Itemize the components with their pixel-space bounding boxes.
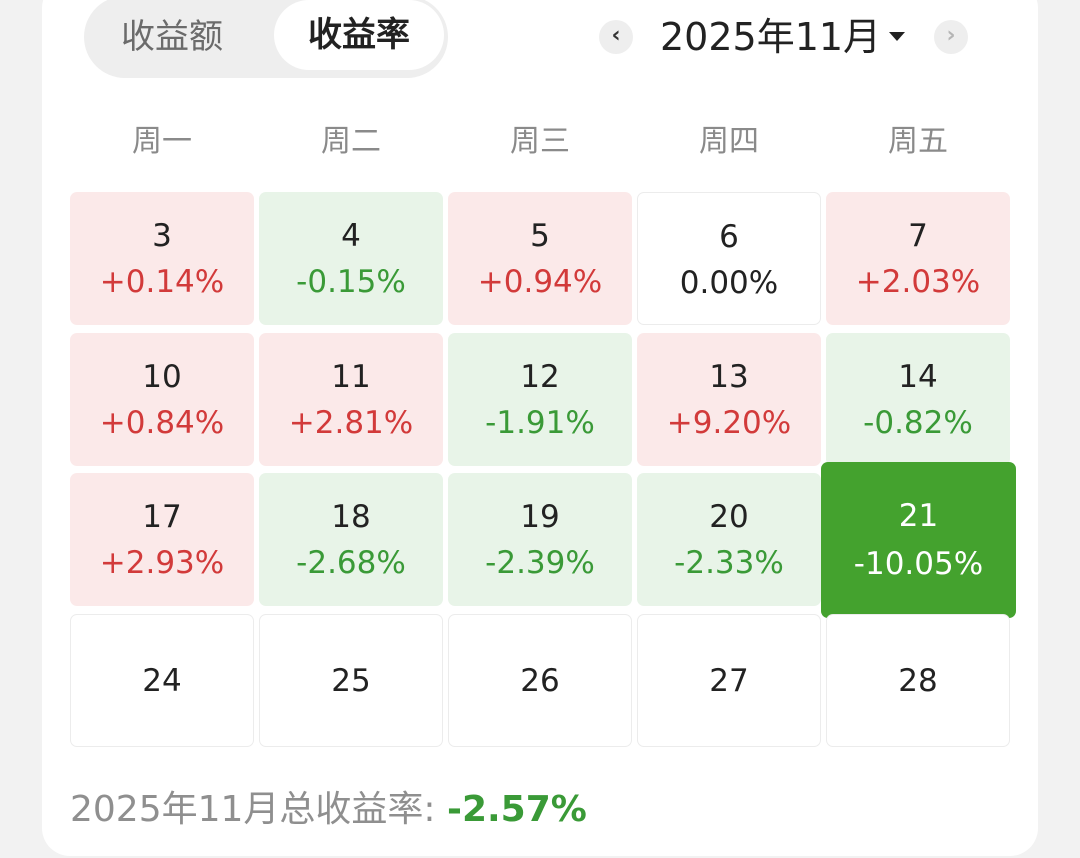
day-number: 12 [520, 359, 560, 395]
month-total-value: -2.57% [447, 789, 587, 830]
day-cell[interactable]: 25 [259, 614, 443, 747]
day-return: -1.91% [485, 405, 595, 441]
day-return: -10.05% [853, 546, 984, 582]
day-number: 21 [898, 498, 939, 534]
day-number: 11 [331, 359, 371, 395]
day-return: +9.20% [666, 405, 792, 441]
weekday-label: 周一 [132, 124, 192, 159]
day-number: 24 [142, 663, 182, 699]
month-total-label: 2025年11月总收益率: [70, 789, 447, 830]
day-number: 6 [719, 219, 739, 255]
day-return: +0.84% [99, 405, 225, 441]
weekday-label: 周五 [888, 124, 948, 159]
weekday-label: 周二 [321, 124, 381, 159]
day-cell[interactable]: 18 -2.68% [259, 473, 443, 606]
day-return: +2.93% [99, 545, 225, 581]
day-number: 10 [142, 359, 182, 395]
day-number: 13 [709, 359, 749, 395]
day-cell[interactable]: 4 -0.15% [259, 192, 443, 325]
day-return: 0.00% [679, 265, 779, 301]
day-cell[interactable]: 7 +2.03% [826, 192, 1010, 325]
tab-return-amount[interactable]: 收益额 [121, 17, 223, 57]
day-number: 3 [152, 218, 172, 254]
day-number: 19 [520, 499, 560, 535]
day-number: 4 [341, 218, 361, 254]
day-cell[interactable]: 19 -2.39% [448, 473, 632, 606]
day-cell[interactable]: 6 0.00% [637, 192, 821, 325]
day-cell[interactable]: 14 -0.82% [826, 333, 1010, 466]
day-number: 5 [530, 218, 550, 254]
day-number: 25 [331, 663, 371, 699]
day-number: 7 [908, 218, 928, 254]
day-return: -2.39% [485, 545, 595, 581]
metric-toggle: 收益额 收益率 [84, 0, 448, 78]
day-cell[interactable]: 10 +0.84% [70, 333, 254, 466]
day-number: 17 [142, 499, 182, 535]
day-return: +0.94% [477, 264, 603, 300]
tab-return-rate[interactable]: 收益率 [274, 0, 444, 70]
day-number: 28 [898, 663, 938, 699]
day-cell-selected[interactable]: 21 -10.05% [821, 462, 1016, 618]
day-return: +0.14% [99, 264, 225, 300]
day-number: 20 [709, 499, 749, 535]
day-cell[interactable]: 3 +0.14% [70, 192, 254, 325]
day-number: 14 [898, 359, 938, 395]
day-return: +2.03% [855, 264, 981, 300]
day-cell[interactable]: 28 [826, 614, 1010, 747]
month-total-return: 2025年11月总收益率: -2.57% [70, 786, 587, 834]
day-cell[interactable]: 12 -1.91% [448, 333, 632, 466]
day-cell[interactable]: 24 [70, 614, 254, 747]
day-return: -0.15% [296, 264, 406, 300]
day-cell[interactable]: 27 [637, 614, 821, 747]
month-selector[interactable]: 2025年11月 [660, 15, 882, 59]
day-cell[interactable]: 11 +2.81% [259, 333, 443, 466]
caret-down-icon[interactable] [889, 32, 905, 41]
day-number: 18 [331, 499, 371, 535]
day-return: -2.33% [674, 545, 784, 581]
day-number: 27 [709, 663, 749, 699]
weekday-label: 周三 [510, 124, 570, 159]
day-cell[interactable]: 26 [448, 614, 632, 747]
day-number: 26 [520, 663, 560, 699]
day-cell[interactable]: 5 +0.94% [448, 192, 632, 325]
day-cell[interactable]: 20 -2.33% [637, 473, 821, 606]
day-return: +2.81% [288, 405, 414, 441]
weekday-label: 周四 [699, 124, 759, 159]
chevron-right-icon[interactable]: › [934, 20, 968, 54]
day-cell[interactable]: 17 +2.93% [70, 473, 254, 606]
day-return: -2.68% [296, 545, 406, 581]
chevron-left-icon[interactable]: ‹ [599, 20, 633, 54]
day-cell[interactable]: 13 +9.20% [637, 333, 821, 466]
day-return: -0.82% [863, 405, 973, 441]
